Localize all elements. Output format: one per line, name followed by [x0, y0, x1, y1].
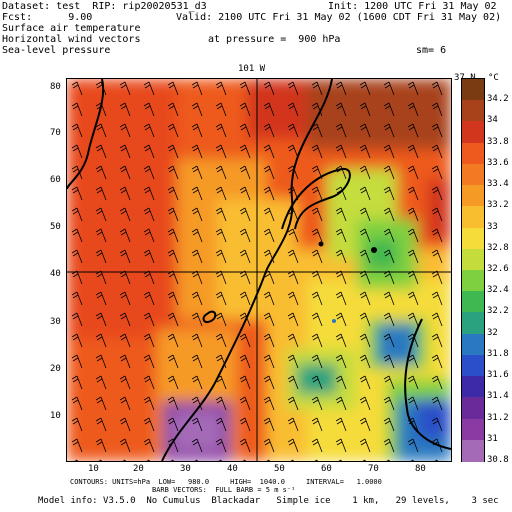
colorbar-label: 32.8 [487, 242, 509, 253]
colorbar-label: 32.2 [487, 306, 509, 317]
barb-info: BARB VECTORS: FULL BARB = 5 m s⁻¹ [152, 486, 296, 494]
colorbar-label: 32.6 [487, 264, 509, 274]
colorbar-label: 32.4 [487, 285, 509, 296]
station-marker [332, 319, 336, 323]
isobar-central [161, 79, 333, 461]
model-info: Model info: V3.5.0 No Cumulus Blackadar … [38, 496, 499, 506]
temperature-map [66, 78, 452, 462]
x-tick-label: 30 [180, 464, 191, 474]
colorbar-segment [462, 270, 484, 292]
init-label: Init: 1200 UTC Fri 31 May 02 [328, 1, 497, 12]
field-slp-label: Sea-level pressure [2, 45, 111, 56]
colorbar-segment [462, 312, 484, 335]
colorbar-segment [462, 142, 484, 165]
x-tick-label: 70 [368, 464, 379, 474]
y-tick-label: 30 [50, 317, 61, 327]
colorbar-label: 31 [487, 433, 498, 444]
map-canvas [67, 79, 451, 461]
isobar-west [67, 79, 105, 190]
colorbar-segment [462, 397, 484, 420]
y-tick-label: 20 [50, 364, 61, 374]
colorbar-label: 30.8 [487, 455, 509, 465]
colorbar-label: 31.8 [487, 348, 509, 359]
colorbar-segment [462, 163, 484, 186]
colorbar-segment [462, 79, 484, 101]
colorbar-segment [462, 354, 484, 377]
x-tick-label: 40 [227, 464, 238, 474]
x-tick-label: 20 [133, 464, 144, 474]
colorbar-segment [462, 206, 484, 229]
x-tick-label: 50 [274, 464, 285, 474]
colorbar-label: 34 [487, 115, 498, 126]
colorbar-label: 33.8 [487, 136, 509, 147]
x-tick-label: 10 [88, 464, 99, 474]
contours-info: CONTOURS: UNITS=hPa LOW= 980.0 HIGH= 104… [70, 478, 382, 486]
colorbar-label: 31.2 [487, 412, 509, 423]
colorbar-segment [462, 439, 484, 462]
y-tick-label: 60 [50, 175, 61, 185]
colorbar-segment [462, 248, 484, 271]
isobar-loop [281, 167, 351, 230]
colorbar-segment [462, 100, 484, 123]
field-wind-label: Horizontal wind vectors [2, 34, 141, 45]
smoothing-label: sm= 6 [416, 45, 447, 56]
colorbar-label: 32 [487, 327, 498, 338]
pressure-level-label: at pressure = 900 hPa [208, 34, 341, 45]
y-tick-label: 80 [50, 82, 61, 92]
colorbar-unit: °C [488, 73, 499, 83]
station-marker [371, 247, 377, 253]
colorbar-segment [462, 185, 484, 208]
x-tick-label: 80 [415, 464, 426, 474]
isobar-southeast [404, 318, 451, 450]
colorbar-label: 34.2 [487, 94, 509, 105]
station-marker [318, 241, 324, 247]
y-tick-label: 10 [50, 411, 61, 421]
colorbar [461, 78, 485, 462]
colorbar-segment [462, 376, 484, 399]
colorbar-segment [462, 291, 484, 314]
y-tick-label: 40 [50, 269, 61, 279]
forecast-label: Fcst: 9.00 [2, 12, 93, 23]
x-tick-label: 60 [321, 464, 332, 474]
y-tick-label: 70 [50, 128, 61, 138]
y-tick-label: 50 [50, 222, 61, 232]
colorbar-segment [462, 333, 484, 356]
colorbar-label: 33.6 [487, 157, 509, 168]
colorbar-segment [462, 121, 484, 144]
colorbar-segment [462, 227, 484, 250]
colorbar-label: 31.4 [487, 391, 509, 402]
colorbar-label: 33.2 [487, 200, 509, 211]
colorbar-label: 33.4 [487, 179, 509, 190]
colorbar-segment [462, 418, 484, 441]
valid-time-label: Valid: 2100 UTC Fri 31 May 02 (1600 CDT … [176, 12, 502, 23]
dataset-label: Dataset: test RIP: rip20020531_d3 [2, 1, 207, 12]
field-temperature-label: Surface air temperature [2, 23, 141, 34]
longitude-label: 101 W [238, 64, 266, 74]
isobar-small-closed [202, 310, 217, 324]
colorbar-label: 33 [487, 221, 498, 232]
colorbar-label: 31.6 [487, 370, 509, 381]
wind-barbs [67, 79, 451, 461]
